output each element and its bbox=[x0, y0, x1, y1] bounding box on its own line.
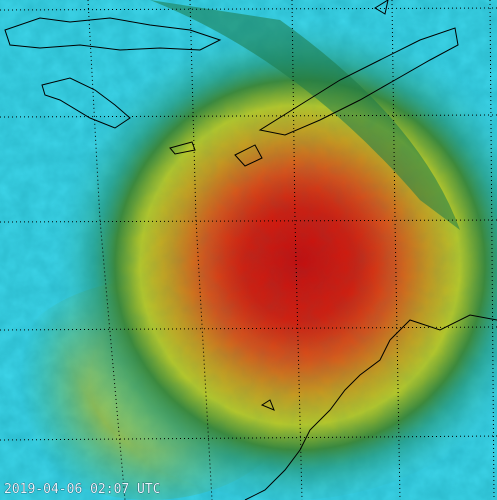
island-outline bbox=[169, 141, 196, 155]
island-outline bbox=[374, 0, 389, 15]
grid-line bbox=[0, 7, 497, 11]
grid-line bbox=[391, 0, 401, 500]
island-outline bbox=[260, 399, 275, 411]
island-outline bbox=[258, 27, 459, 136]
coastlines bbox=[4, 0, 497, 500]
grid-line bbox=[0, 326, 497, 331]
grid-line bbox=[0, 219, 497, 223]
grid-line bbox=[87, 0, 126, 500]
grid-line bbox=[489, 0, 495, 500]
grid-line bbox=[189, 0, 213, 500]
island-outline bbox=[4, 17, 222, 51]
grid-line bbox=[0, 114, 497, 118]
timestamp: 2019-04-06 02:07 UTC bbox=[4, 482, 161, 497]
island-outline bbox=[41, 77, 131, 129]
grid-line bbox=[291, 0, 303, 500]
island-outline bbox=[234, 144, 263, 167]
grid-line bbox=[0, 435, 497, 441]
coast-outline bbox=[244, 314, 497, 500]
